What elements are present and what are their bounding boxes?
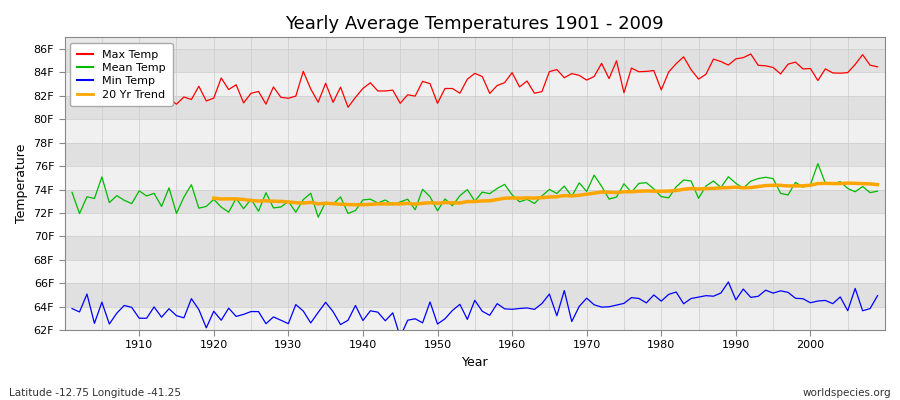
Bar [65, 190, 885, 213]
Line: 20 Yr Trend: 20 Yr Trend [214, 183, 878, 205]
20 Yr Trend [679, 187, 689, 192]
Max Temp [291, 94, 302, 98]
Min Temp [723, 280, 734, 284]
Line: Mean Temp: Mean Temp [72, 164, 878, 217]
Max Temp [604, 76, 615, 81]
Bar [65, 143, 885, 166]
Min Temp [604, 304, 615, 309]
Min Temp [514, 306, 525, 311]
20 Yr Trend [857, 181, 868, 186]
Min Temp [872, 293, 883, 298]
20 Yr Trend [209, 196, 220, 200]
Y-axis label: Temperature: Temperature [15, 144, 28, 223]
Mean Temp [343, 211, 354, 216]
Max Temp [335, 85, 346, 90]
Text: Latitude -12.75 Longitude -41.25: Latitude -12.75 Longitude -41.25 [9, 388, 181, 398]
Min Temp [67, 306, 77, 311]
Legend: Max Temp, Mean Temp, Min Temp, 20 Yr Trend: Max Temp, Mean Temp, Min Temp, 20 Yr Tre… [70, 43, 173, 106]
20 Yr Trend [783, 184, 794, 188]
Mean Temp [872, 189, 883, 194]
Mean Temp [291, 210, 302, 215]
Mean Temp [813, 161, 824, 166]
Min Temp [335, 322, 346, 327]
Max Temp [343, 105, 354, 110]
Max Temp [872, 64, 883, 69]
20 Yr Trend [872, 182, 883, 187]
Bar [65, 213, 885, 236]
Bar [65, 166, 885, 190]
Mean Temp [313, 215, 324, 220]
Min Temp [126, 305, 137, 310]
Bar [65, 72, 885, 96]
Mean Temp [507, 192, 517, 197]
Max Temp [126, 83, 137, 88]
20 Yr Trend [298, 201, 309, 206]
20 Yr Trend [418, 201, 428, 206]
Text: worldspecies.org: worldspecies.org [803, 388, 891, 398]
Mean Temp [604, 197, 615, 202]
Title: Yearly Average Temperatures 1901 - 2009: Yearly Average Temperatures 1901 - 2009 [285, 15, 664, 33]
Bar [65, 260, 885, 283]
Min Temp [291, 302, 302, 307]
Mean Temp [67, 190, 77, 195]
Bar [65, 49, 885, 72]
Max Temp [514, 84, 525, 89]
Min Temp [395, 334, 406, 339]
Max Temp [745, 52, 756, 56]
Line: Min Temp: Min Temp [72, 282, 878, 337]
20 Yr Trend [357, 202, 368, 207]
X-axis label: Year: Year [462, 356, 488, 369]
Min Temp [507, 307, 517, 312]
Bar [65, 96, 885, 119]
20 Yr Trend [768, 183, 778, 188]
Mean Temp [514, 200, 525, 204]
Mean Temp [126, 201, 137, 206]
20 Yr Trend [842, 181, 853, 186]
Line: Max Temp: Max Temp [72, 54, 878, 107]
Bar [65, 236, 885, 260]
Max Temp [67, 76, 77, 81]
Bar [65, 119, 885, 143]
Max Temp [507, 70, 517, 75]
Bar [65, 307, 885, 330]
Bar [65, 283, 885, 307]
